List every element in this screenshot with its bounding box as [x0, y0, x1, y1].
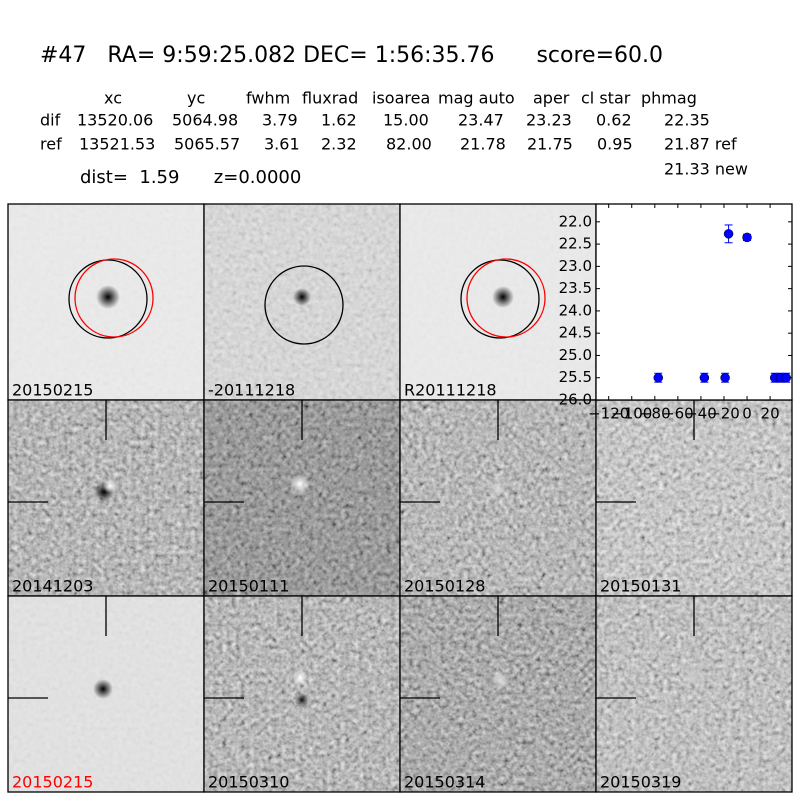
- data-point: [742, 232, 752, 243]
- stamp: 20150319: [595, 595, 793, 793]
- y-tick-label: 25.0: [559, 346, 592, 364]
- column-header: cl star: [581, 89, 631, 108]
- stamp-label: -20111218: [208, 381, 295, 400]
- aperture-circle: [74, 258, 154, 338]
- title: #47 RA= 9:59:25.082 DEC= 1:56:35.76 scor…: [40, 43, 663, 68]
- source-blob: [290, 474, 310, 494]
- source-blob: [295, 693, 309, 707]
- stamp-label: 20150111: [208, 577, 289, 596]
- y-tick-label: 24.0: [559, 301, 592, 319]
- stamp-label: R20111218: [404, 381, 497, 400]
- x-tick-label: 20: [761, 405, 780, 423]
- table-cell: 1.62: [321, 111, 357, 130]
- source-blob: [93, 679, 113, 699]
- stamp: 20141203: [7, 399, 205, 597]
- data-point: [653, 372, 664, 383]
- stamp-label: 20150131: [600, 577, 681, 596]
- stamp: 20150128: [399, 399, 597, 597]
- dist-text: dist= 1.59 z=0.0000: [80, 167, 301, 188]
- table-cell: 21.75: [527, 135, 573, 154]
- stamp: 20150314: [399, 595, 597, 793]
- x-tick-label: −20: [708, 405, 740, 423]
- source-blob: [292, 670, 308, 686]
- data-point: [723, 229, 734, 239]
- x-tick-label: −100: [611, 405, 652, 423]
- stamp-label: 20150215: [12, 381, 93, 400]
- aperture-circle: [264, 265, 344, 345]
- table-cell: 3.61: [264, 135, 300, 154]
- column-header: yc: [187, 89, 205, 108]
- data-point: [699, 372, 710, 383]
- source-blob: [103, 479, 117, 493]
- table-cell: 5065.57: [174, 135, 240, 154]
- y-tick-label: 26.0: [559, 391, 592, 409]
- stamp-label: 20150319: [600, 773, 681, 792]
- column-header: fwhm: [246, 89, 290, 108]
- stamp-label: 20150128: [404, 577, 485, 596]
- y-tick-label: 25.5: [559, 368, 592, 386]
- table-cell: 0.95: [597, 135, 633, 154]
- table-cell: 13520.06: [77, 111, 153, 130]
- stamp: -20111218: [203, 203, 401, 401]
- x-tick-label: −40: [685, 405, 717, 423]
- source-blob: [683, 669, 701, 687]
- table-cell: 21.87 ref: [664, 135, 737, 154]
- chart-background: [595, 203, 793, 401]
- table-cell: 13521.53: [79, 135, 155, 154]
- source-blob: [96, 285, 120, 309]
- table-cell: 15.00: [383, 111, 429, 130]
- stamp: 20150310: [203, 595, 401, 793]
- y-tick-label: 23.5: [559, 279, 592, 297]
- table-cell: ref: [40, 135, 62, 154]
- column-header: phmag: [641, 89, 697, 108]
- stamp-label: 20150314: [404, 773, 485, 792]
- y-tick-label: 24.5: [559, 324, 592, 342]
- table-cell: 21.78: [460, 135, 506, 154]
- stamp: 20150215: [7, 595, 205, 793]
- table-cell: 23.47: [458, 111, 504, 130]
- table-cell: 0.62: [596, 111, 632, 130]
- y-tick-label: 22.5: [559, 235, 592, 253]
- column-header: mag auto: [438, 89, 515, 108]
- stamp-label: 20141203: [12, 577, 93, 596]
- table-cell: 22.35: [664, 111, 710, 130]
- y-tick-label: 22.0: [559, 212, 592, 230]
- stamp: 20150215: [7, 203, 205, 401]
- x-tick-label: 0: [742, 405, 752, 423]
- source-blob: [492, 286, 514, 308]
- table-cell: 3.79: [262, 111, 298, 130]
- table-cell: 23.23: [526, 111, 572, 130]
- x-tick-label: −120: [588, 405, 629, 423]
- stamp-label: 20150310: [208, 773, 289, 792]
- column-header: aper: [533, 89, 570, 108]
- table-cell: 2.32: [321, 135, 357, 154]
- x-tick-label: −60: [662, 405, 694, 423]
- table-cell: 5064.98: [172, 111, 238, 130]
- source-blob: [490, 480, 506, 496]
- source-blob: [490, 670, 510, 690]
- data-point: [720, 372, 730, 383]
- phmag-new: 21.33 new: [664, 160, 748, 179]
- stamp: 20150111: [203, 399, 401, 597]
- data-point: [781, 372, 791, 383]
- column-header: fluxrad: [302, 89, 358, 108]
- x-tick-label: −80: [639, 405, 671, 423]
- source-blob: [293, 288, 311, 306]
- column-header: xc: [104, 89, 122, 108]
- table-cell: dif: [40, 111, 61, 130]
- aperture-circle: [466, 258, 546, 338]
- y-tick-label: 23.0: [559, 257, 592, 275]
- column-header: isoarea: [372, 89, 430, 108]
- stamp: 20150131: [595, 399, 793, 597]
- stamp-label: 20150215: [12, 773, 93, 792]
- table-cell: 82.00: [386, 135, 432, 154]
- stamp: R20111218: [399, 203, 597, 401]
- stamp-border: [595, 595, 793, 793]
